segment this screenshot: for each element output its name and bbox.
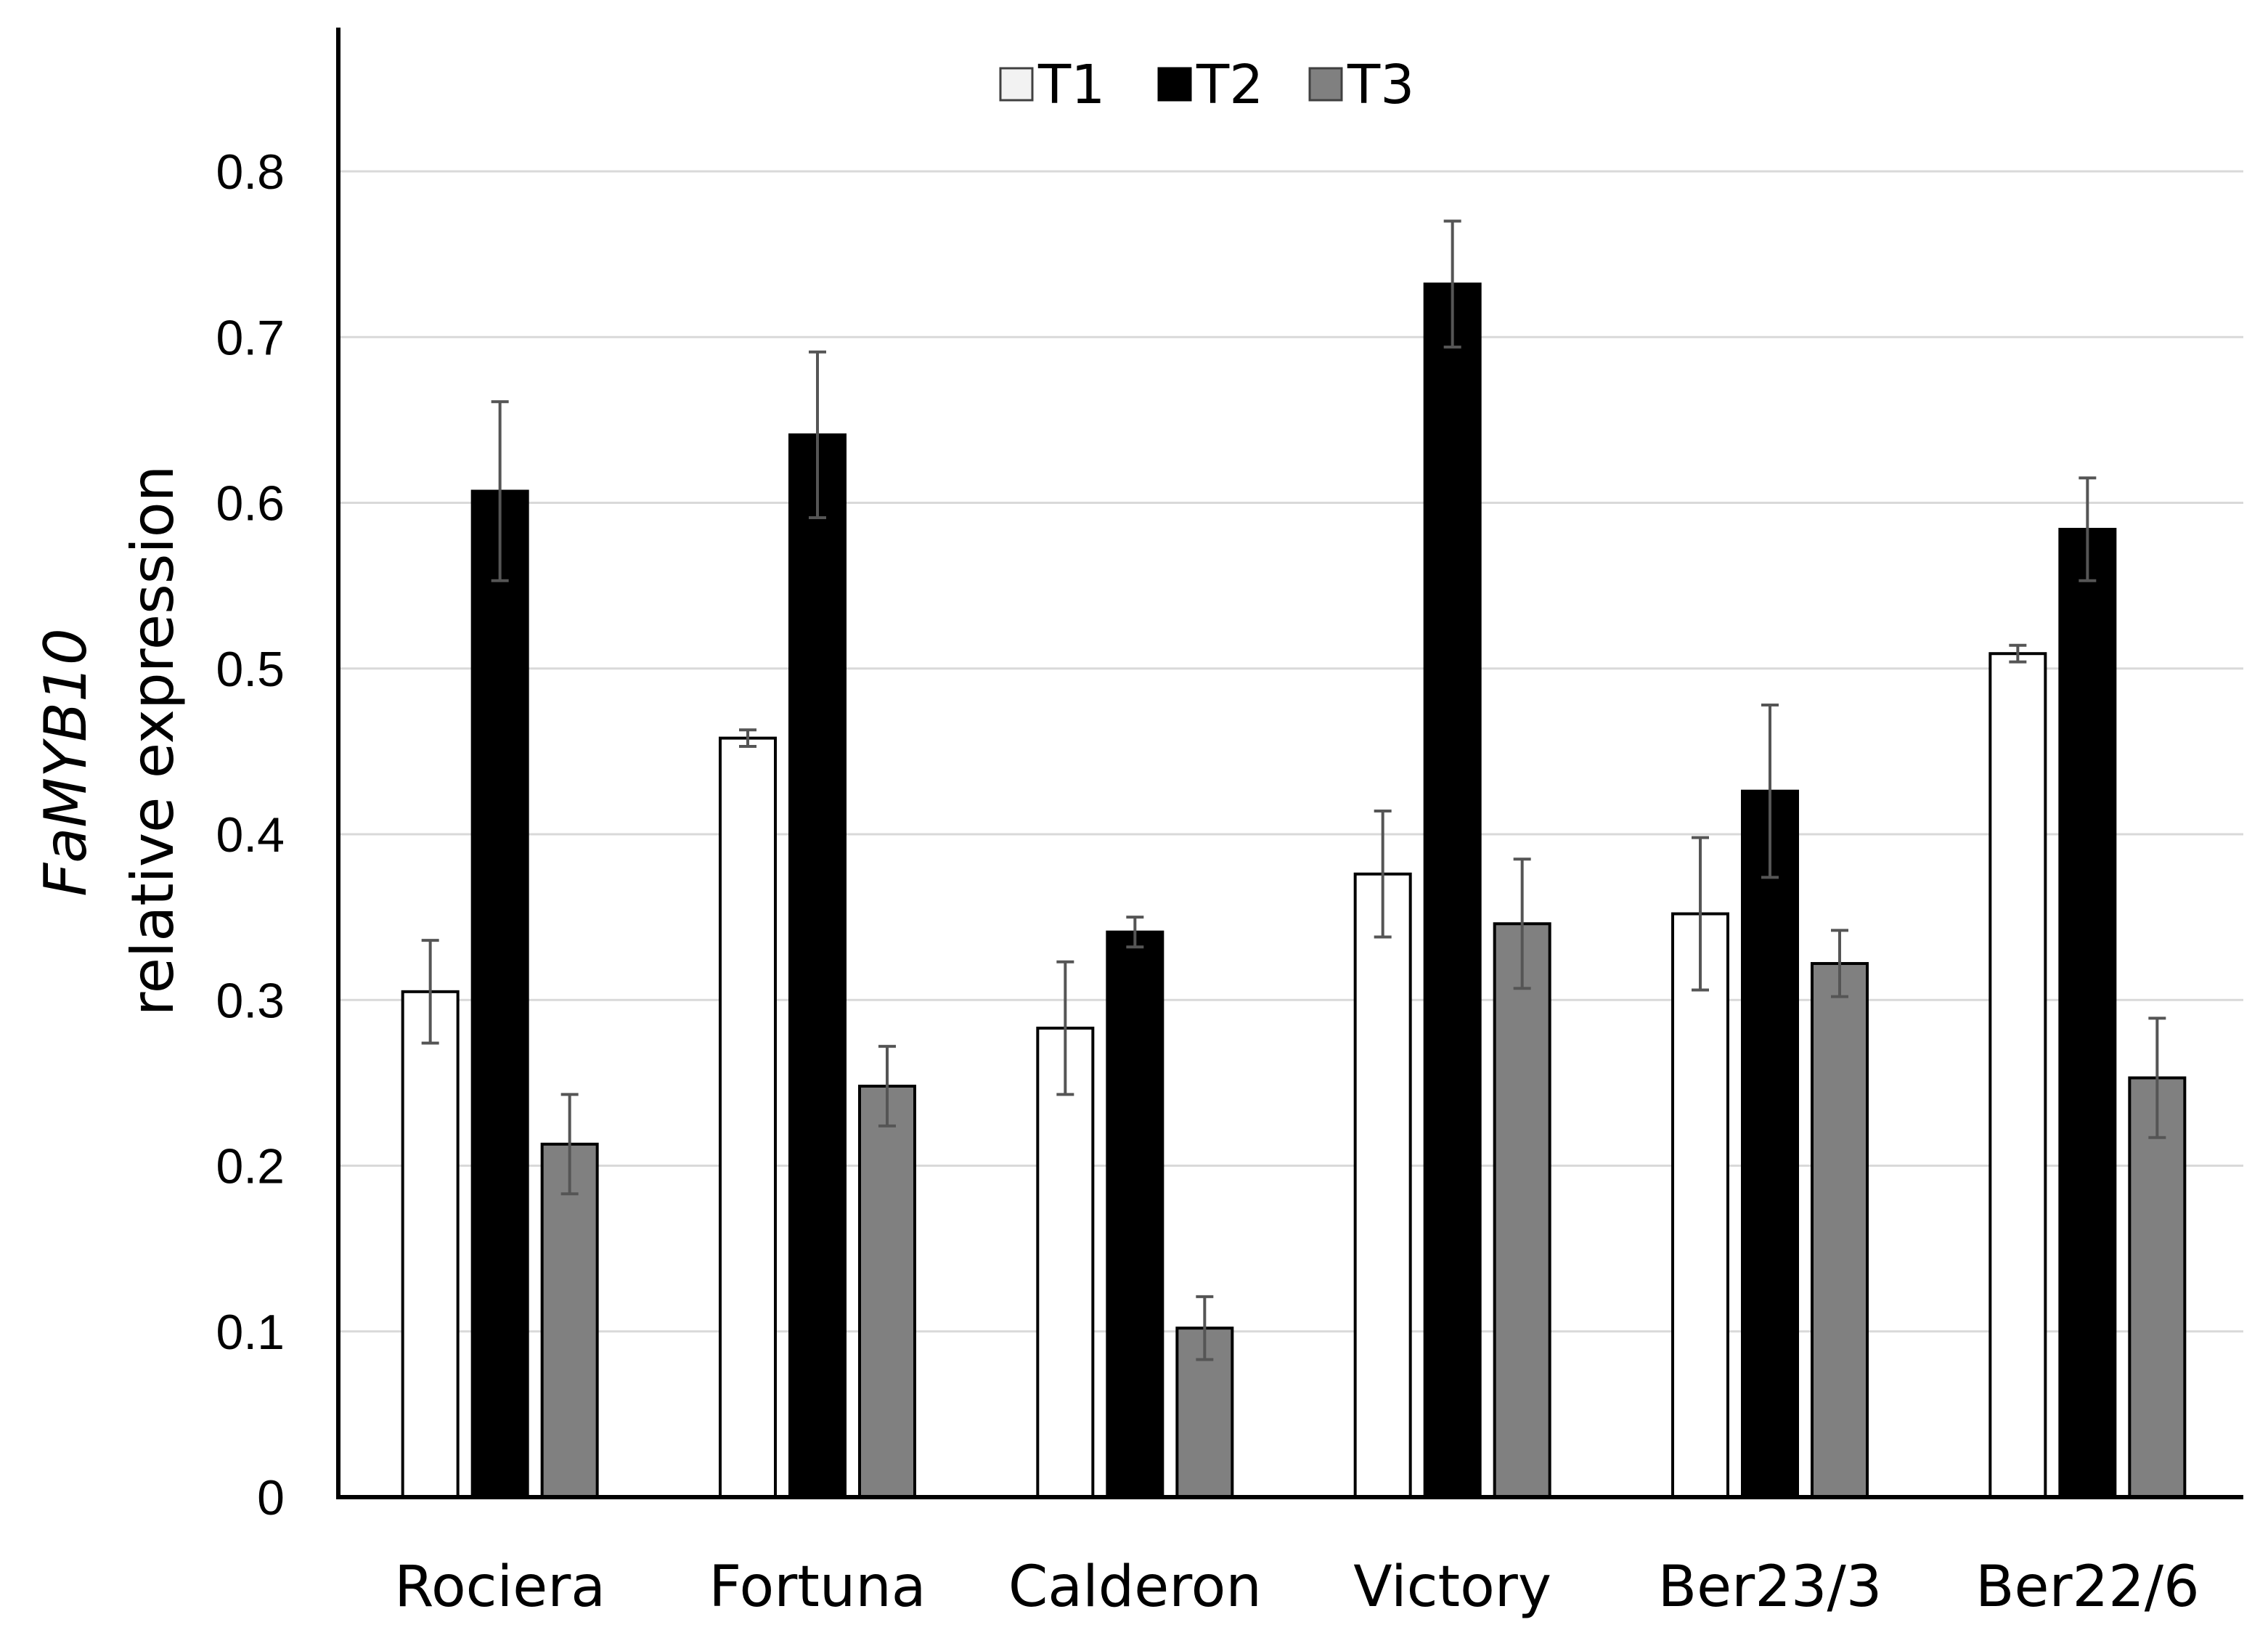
bar-t2	[2058, 528, 2117, 1499]
bar-t2	[1741, 789, 1799, 1499]
gridlines	[338, 170, 2243, 1333]
y-tick-label: 0.2	[216, 1139, 285, 1194]
error-bar	[1374, 810, 1392, 939]
y-tick-labels: 0 0.1 0.2 0.3 0.4 0.5 0.6 0.7 0.8	[216, 144, 285, 1525]
bar-t1	[401, 990, 460, 1499]
error-bar	[1692, 836, 1709, 992]
legend-swatch	[1308, 67, 1343, 102]
x-tick-labels: Rociera Fortuna Calderon Victory Ber23/3 Ber2…	[394, 1555, 2199, 1620]
legend-item-t1: T1	[999, 54, 1105, 116]
error-bars	[421, 219, 2166, 1361]
bar-t2	[1106, 930, 1164, 1499]
bar-t2	[1423, 282, 1482, 1499]
x-tick-label: Fortuna	[709, 1555, 926, 1620]
x-tick-label: Ber23/3	[1658, 1555, 1882, 1620]
legend-swatch	[1157, 67, 1192, 102]
y-axis-label-text: relative expression	[119, 465, 187, 1016]
y-axis-label-gene: FaMYB10	[32, 628, 99, 897]
bars	[401, 282, 2187, 1499]
error-bar	[2009, 643, 2027, 664]
legend-label: T2	[1196, 54, 1263, 116]
legend-swatch	[999, 67, 1034, 102]
error-bar	[2148, 1016, 2166, 1139]
bar-t3	[858, 1084, 916, 1499]
y-tick-label: 0.6	[216, 476, 285, 531]
error-bar	[1513, 857, 1531, 990]
bar-t3	[1811, 962, 1869, 1499]
error-bar	[1443, 219, 1461, 349]
error-bar	[2079, 476, 2097, 582]
x-tick-label: Calderon	[1008, 1555, 1262, 1620]
bar-t1	[1353, 872, 1412, 1499]
legend-item-t3: T3	[1308, 54, 1414, 116]
y-tick-label: 0.1	[216, 1305, 285, 1360]
bar-t3	[2128, 1076, 2187, 1499]
bar-t3	[540, 1142, 599, 1499]
legend: T1 T2 T3	[999, 54, 1414, 116]
y-tick-label: 0.8	[216, 144, 285, 200]
y-axis-label: FaMYB10	[32, 628, 99, 897]
bar-t1	[1988, 652, 2047, 1499]
bar-t3	[1493, 922, 1551, 1499]
y-tick-label: 0.7	[216, 310, 285, 365]
error-bar	[1126, 916, 1144, 949]
y-tick-label: 0.3	[216, 973, 285, 1028]
error-bar	[1196, 1295, 1214, 1361]
error-bar	[809, 350, 826, 520]
legend-label: T3	[1347, 54, 1414, 116]
error-bar	[491, 400, 509, 582]
x-tick-label: Rociera	[394, 1555, 605, 1620]
error-bar	[739, 728, 756, 749]
error-bar	[878, 1045, 896, 1128]
y-tick-label: 0.5	[216, 642, 285, 697]
bar-t1	[719, 736, 777, 1499]
legend-item-t2: T2	[1157, 54, 1263, 116]
y-tick-label: 0	[257, 1470, 285, 1525]
error-bar	[560, 1093, 579, 1196]
bar-t2	[788, 433, 847, 1499]
x-tick-label: Victory	[1353, 1555, 1551, 1620]
bar-t1	[1671, 912, 1729, 1499]
error-bar	[1056, 960, 1074, 1096]
error-bar	[1761, 703, 1779, 879]
error-bar	[1831, 929, 1848, 998]
bar-t1	[1036, 1027, 1095, 1499]
legend-label: T1	[1037, 54, 1105, 116]
y-tick-label: 0.4	[216, 807, 285, 863]
x-tick-label: Ber22/6	[1975, 1555, 2200, 1620]
error-bar	[421, 939, 439, 1045]
bar-t2	[470, 489, 529, 1499]
